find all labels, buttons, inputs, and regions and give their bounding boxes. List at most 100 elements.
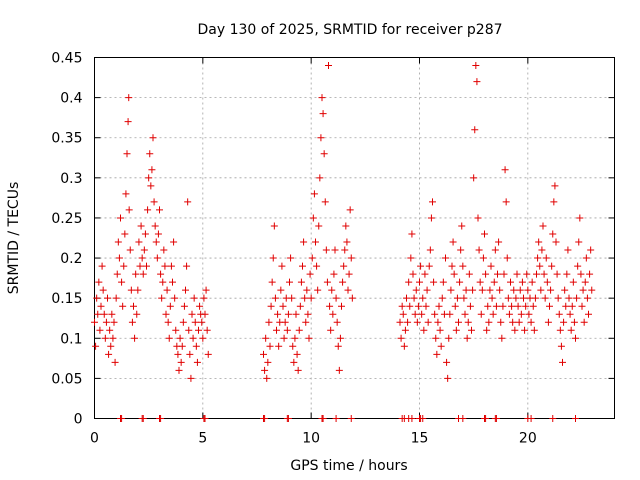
data-point bbox=[128, 318, 136, 326]
data-point bbox=[153, 254, 161, 262]
data-point bbox=[347, 254, 355, 262]
data-point bbox=[147, 182, 155, 190]
data-point bbox=[118, 415, 126, 422]
plot-frame bbox=[94, 57, 615, 419]
data-point bbox=[469, 286, 477, 294]
data-point bbox=[575, 238, 583, 246]
data-point bbox=[275, 342, 283, 350]
data-point bbox=[260, 350, 267, 358]
data-point bbox=[559, 358, 566, 366]
data-point bbox=[498, 334, 506, 342]
data-point bbox=[290, 358, 298, 366]
data-point bbox=[576, 214, 584, 222]
data-point bbox=[453, 294, 461, 302]
data-point bbox=[433, 350, 441, 358]
data-point bbox=[345, 270, 353, 278]
data-point bbox=[161, 262, 169, 270]
data-point bbox=[560, 318, 568, 326]
data-point bbox=[201, 415, 209, 422]
data-point bbox=[413, 318, 421, 326]
data-point bbox=[108, 310, 116, 318]
data-point bbox=[130, 302, 137, 310]
data-point bbox=[477, 310, 485, 318]
data-point bbox=[460, 294, 468, 302]
data-point bbox=[542, 254, 550, 262]
data-point bbox=[502, 198, 510, 206]
data-point bbox=[327, 326, 335, 334]
data-point bbox=[432, 334, 440, 342]
data-point bbox=[588, 286, 596, 294]
data-point bbox=[495, 238, 503, 246]
data-point bbox=[508, 302, 516, 310]
data-point bbox=[527, 415, 535, 422]
data-point bbox=[489, 310, 497, 318]
data-point bbox=[503, 254, 511, 262]
data-point bbox=[145, 174, 153, 182]
data-point bbox=[167, 262, 175, 270]
data-point bbox=[308, 254, 316, 262]
data-point bbox=[455, 318, 462, 326]
data-point bbox=[424, 318, 432, 326]
data-point bbox=[126, 246, 134, 254]
data-point bbox=[421, 270, 429, 278]
data-point bbox=[580, 318, 588, 326]
data-point bbox=[425, 262, 433, 270]
data-point bbox=[513, 270, 521, 278]
data-point bbox=[555, 310, 563, 318]
data-point bbox=[397, 334, 405, 342]
data-point bbox=[398, 302, 406, 310]
data-point bbox=[517, 310, 525, 318]
data-point bbox=[332, 415, 340, 422]
data-point bbox=[491, 246, 499, 254]
data-point bbox=[157, 270, 165, 278]
data-point bbox=[341, 246, 349, 254]
data-point bbox=[586, 270, 594, 278]
data-point bbox=[419, 415, 427, 422]
data-point bbox=[93, 294, 101, 302]
y-tick-label: 0.35 bbox=[51, 131, 82, 147]
data-point bbox=[321, 198, 329, 206]
data-point bbox=[163, 286, 171, 294]
data-point bbox=[574, 262, 582, 270]
data-point bbox=[449, 238, 457, 246]
data-point bbox=[329, 310, 337, 318]
data-point bbox=[536, 262, 544, 270]
data-point bbox=[486, 286, 494, 294]
data-point bbox=[492, 415, 500, 422]
data-point bbox=[334, 342, 342, 350]
data-point bbox=[160, 246, 168, 254]
data-point bbox=[468, 326, 475, 334]
data-point bbox=[115, 254, 123, 262]
data-point bbox=[447, 286, 455, 294]
data-point bbox=[478, 286, 486, 294]
axis-ticks: 0 0.05 0.1 0.15 0.2 0.25 0.3 0.35 0.4 0.45 0 5 10 15 2… bbox=[51, 51, 615, 447]
data-point bbox=[193, 358, 201, 366]
data-point bbox=[583, 294, 591, 302]
data-point bbox=[553, 270, 561, 278]
data-point bbox=[405, 278, 413, 286]
data-point bbox=[109, 334, 117, 342]
data-point bbox=[203, 326, 211, 334]
data-point bbox=[438, 294, 446, 302]
data-point bbox=[499, 302, 507, 310]
chart-title: Day 130 of 2025, SRMTID for receiver p28… bbox=[197, 22, 502, 38]
data-point bbox=[511, 326, 519, 334]
data-point bbox=[277, 286, 285, 294]
x-tick-label: 10 bbox=[302, 431, 320, 447]
data-point bbox=[565, 294, 573, 302]
data-point bbox=[312, 238, 319, 246]
data-point bbox=[139, 415, 147, 422]
data-point bbox=[281, 318, 289, 326]
data-point bbox=[139, 270, 147, 278]
data-point bbox=[278, 262, 286, 270]
data-point bbox=[283, 326, 291, 334]
data-point bbox=[164, 318, 172, 326]
data-point bbox=[151, 222, 159, 230]
x-tick-label: 20 bbox=[519, 431, 537, 447]
data-point bbox=[192, 342, 200, 350]
data-point bbox=[274, 310, 282, 318]
data-point bbox=[94, 310, 102, 318]
y-axis-label: SRMTID / TECUs bbox=[6, 182, 22, 295]
data-point bbox=[273, 326, 280, 334]
